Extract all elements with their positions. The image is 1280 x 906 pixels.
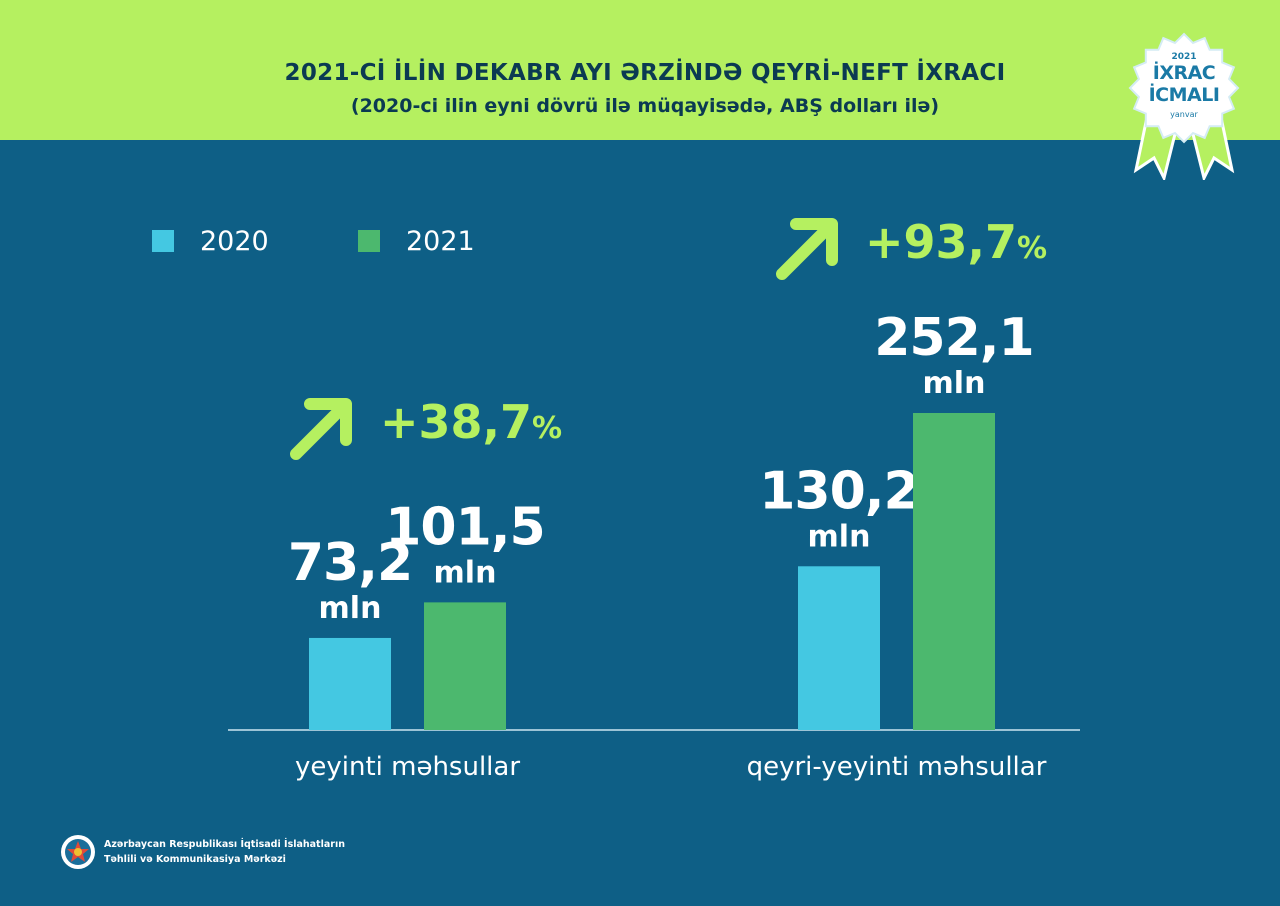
value-label-2020-0: 73,2	[288, 533, 412, 593]
badge-year: 2021	[1171, 52, 1197, 62]
legend-item-2021: 2021	[358, 225, 475, 257]
unit-label-2021-0: mln	[434, 555, 497, 590]
badge-line1: İXRAC	[1152, 62, 1216, 84]
value-label-2020-1: 130,2	[759, 461, 918, 521]
unit-label-2021-1: mln	[923, 366, 986, 401]
unit-label-2020-1: mln	[808, 519, 871, 554]
badge-line2: İCMALI	[1148, 84, 1220, 106]
legend-item-2020: 2020	[152, 225, 269, 257]
export-summary-badge: 2021 İXRAC İCMALI yanvar	[1126, 30, 1242, 183]
value-label-2021-1: 252,1	[874, 308, 1033, 368]
growth-label-0: +38,7%	[380, 395, 562, 449]
bar-2021-0	[424, 602, 506, 730]
bar-2021-1	[913, 413, 995, 730]
footer-org-line2: Təhlili və Kommunikasiya Mərkəzi	[104, 854, 286, 865]
footer-org-line1: Azərbaycan Respublikası İqtisadi İslahat…	[104, 839, 345, 850]
state-emblem-icon	[61, 835, 95, 869]
legend-swatch-2021	[358, 230, 380, 252]
bar-2020-0	[309, 637, 391, 730]
header-banner	[0, 0, 1280, 140]
rosette-icon	[1128, 32, 1240, 183]
legend-swatch-2020	[152, 230, 174, 252]
chart-title: 2021-Cİ İLİN DEKABR AYI ƏRZİNDƏ QEYRİ-NE…	[284, 60, 1006, 86]
growth-label-1: +93,7%	[865, 215, 1047, 269]
unit-label-2020-0: mln	[319, 591, 382, 626]
chart-subtitle: (2020-ci ilin eyni dövrü ilə müqayisədə,…	[350, 95, 940, 117]
growth-arrow-icon-1	[776, 218, 838, 280]
legend-label-2021: 2021	[406, 225, 475, 257]
value-label-2021-0: 101,5	[385, 497, 544, 557]
bar-2020-1	[798, 566, 880, 730]
growth-arrow-icon-0	[290, 398, 352, 460]
category-label-1: qeyri-yeyinti məhsullar	[747, 752, 1047, 782]
category-label-0: yeyinti məhsullar	[295, 752, 520, 782]
badge-month: yanvar	[1170, 110, 1198, 119]
footer: Azərbaycan Respublikası İqtisadi İslahat…	[60, 830, 345, 874]
legend-label-2020: 2020	[200, 225, 269, 257]
